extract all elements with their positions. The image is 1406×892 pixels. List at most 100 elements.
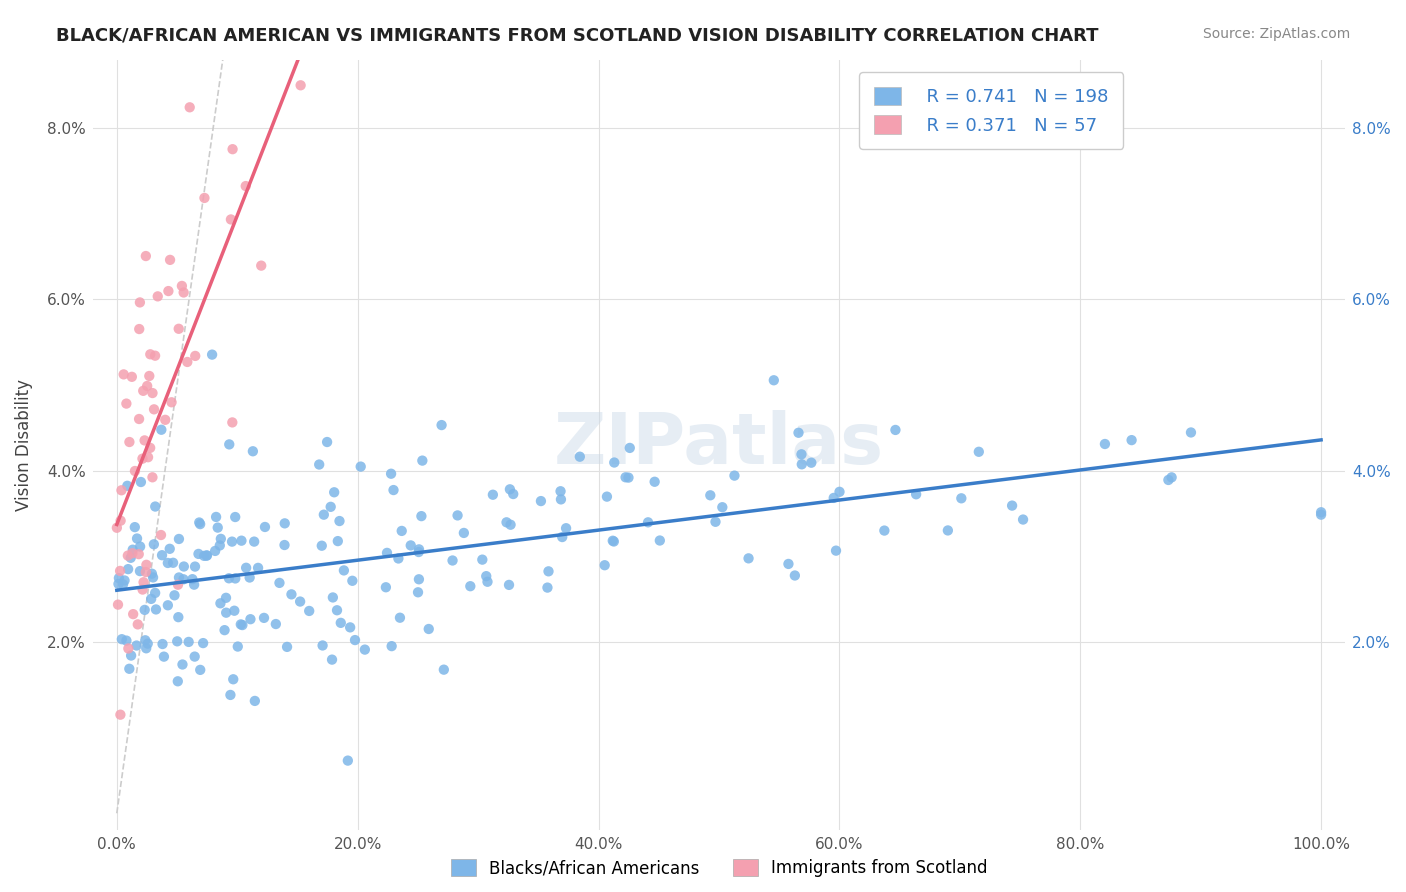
Point: [617, 470, 640, 484]
Point: [823, 491, 845, 505]
Point: [107, 577, 129, 591]
Point: [704, 515, 727, 529]
Point: [239, 570, 262, 584]
Point: [201, 348, 224, 362]
Point: [221, 534, 243, 549]
Point: [129, 540, 152, 554]
Point: [495, 516, 517, 530]
Point: [117, 479, 139, 493]
Point: [339, 620, 361, 634]
Point: [157, 284, 180, 298]
Point: [173, 559, 195, 574]
Point: [762, 373, 785, 387]
Point: [111, 632, 134, 647]
Point: [250, 259, 273, 273]
Point: [110, 514, 132, 528]
Point: [231, 533, 253, 548]
Point: [411, 509, 433, 524]
Point: [787, 425, 810, 440]
Point: [418, 622, 440, 636]
Point: [288, 594, 311, 608]
Point: [195, 549, 218, 563]
Point: [143, 402, 166, 417]
Point: [555, 521, 578, 535]
Point: [141, 566, 163, 581]
Point: [226, 640, 249, 654]
Text: BLACK/AFRICAN AMERICAN VS IMMIGRANTS FROM SCOTLAND VISION DISABILITY CORRELATION: BLACK/AFRICAN AMERICAN VS IMMIGRANTS FRO…: [56, 27, 1098, 45]
Point: [131, 582, 153, 597]
Point: [219, 212, 242, 227]
Point: [374, 580, 396, 594]
Point: [124, 520, 146, 534]
Point: [602, 533, 624, 548]
Point: [125, 639, 148, 653]
Point: [195, 549, 218, 563]
Point: [173, 572, 195, 586]
Point: [783, 568, 806, 582]
Point: [1180, 425, 1202, 440]
Point: [187, 547, 209, 561]
Point: [380, 467, 402, 481]
Point: [159, 252, 181, 267]
Point: [170, 279, 193, 293]
Point: [222, 673, 245, 687]
Point: [129, 475, 152, 489]
Point: [499, 483, 522, 497]
Point: [391, 524, 413, 538]
Point: [873, 524, 896, 538]
Point: [136, 450, 159, 465]
Point: [132, 384, 155, 398]
Point: [215, 591, 238, 605]
Point: [215, 606, 238, 620]
Point: [120, 648, 142, 663]
Point: [167, 322, 190, 336]
Point: [118, 435, 141, 450]
Point: [530, 494, 553, 508]
Point: [121, 542, 143, 557]
Point: [253, 611, 276, 625]
Point: [408, 542, 430, 557]
Point: [499, 517, 522, 532]
Point: [381, 639, 404, 653]
Point: [134, 633, 156, 648]
Point: [160, 395, 183, 409]
Point: [193, 549, 215, 563]
Point: [179, 100, 201, 114]
Point: [159, 541, 181, 556]
Point: [108, 564, 131, 578]
Point: [221, 416, 243, 430]
Point: [550, 484, 572, 499]
Point: [163, 588, 186, 602]
Point: [388, 611, 411, 625]
Point: [1310, 508, 1333, 522]
Point: [453, 525, 475, 540]
Point: [214, 623, 236, 637]
Point: [139, 441, 162, 455]
Point: [387, 551, 409, 566]
Point: [603, 456, 626, 470]
Point: [321, 652, 343, 666]
Point: [737, 551, 759, 566]
Point: [105, 521, 128, 535]
Point: [114, 574, 136, 588]
Point: [329, 615, 352, 630]
Point: [142, 537, 165, 551]
Point: [139, 347, 162, 361]
Point: [950, 491, 973, 506]
Text: Source: ZipAtlas.com: Source: ZipAtlas.com: [1202, 27, 1350, 41]
Point: [596, 490, 619, 504]
Point: [446, 508, 468, 523]
Point: [333, 563, 356, 577]
Point: [162, 556, 184, 570]
Point: [502, 487, 524, 501]
Point: [207, 520, 229, 534]
Point: [1310, 505, 1333, 519]
Point: [790, 447, 813, 461]
Point: [264, 617, 287, 632]
Point: [884, 423, 907, 437]
Point: [117, 641, 139, 656]
Point: [723, 468, 745, 483]
Point: [800, 456, 823, 470]
Point: [188, 663, 211, 677]
Point: [181, 572, 204, 586]
